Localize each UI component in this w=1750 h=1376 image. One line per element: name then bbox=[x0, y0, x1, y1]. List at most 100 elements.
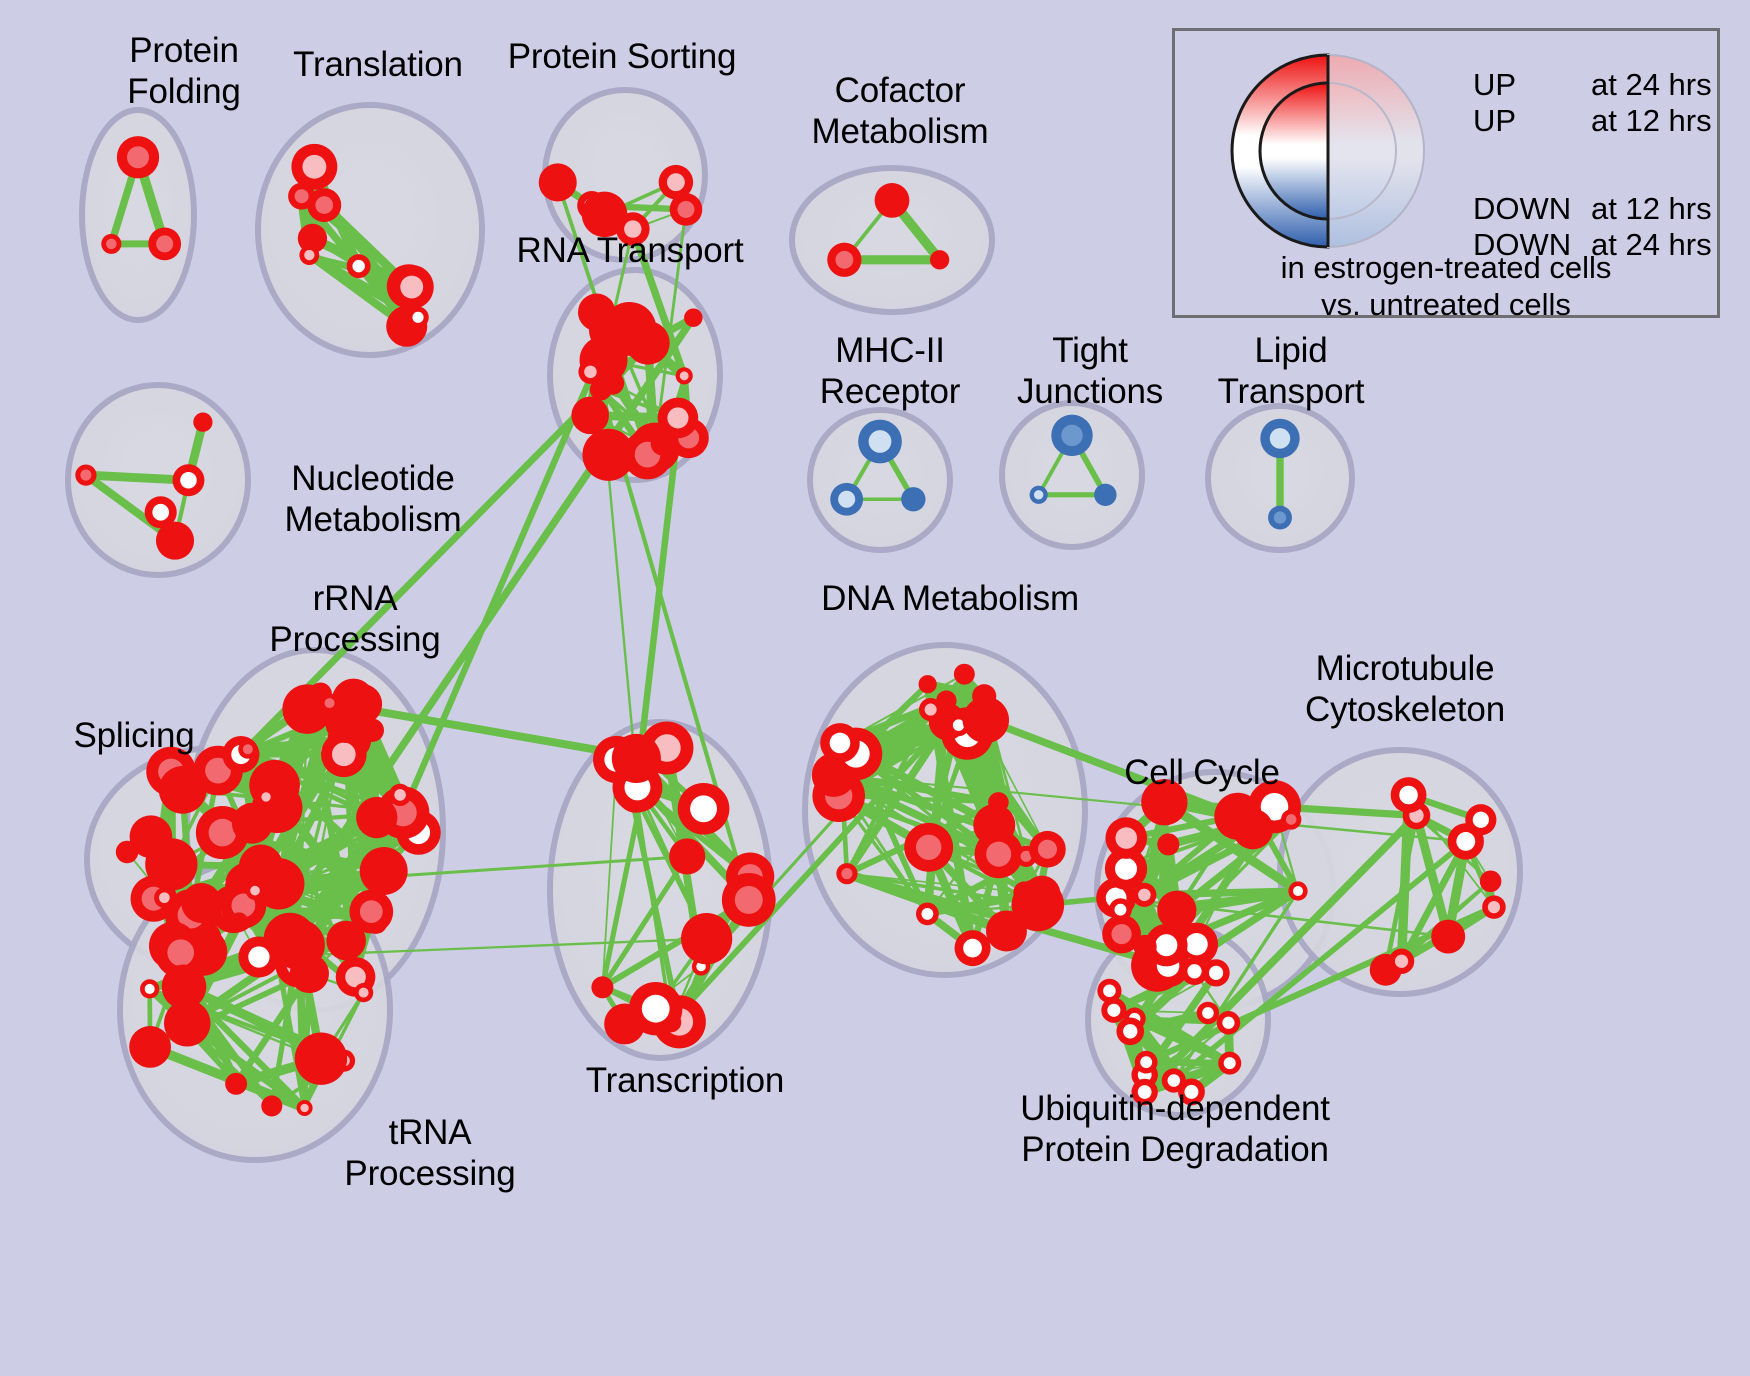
network-node bbox=[901, 487, 926, 512]
network-node bbox=[296, 1099, 313, 1117]
network-node bbox=[658, 164, 694, 200]
network-node bbox=[1109, 898, 1132, 922]
network-node bbox=[1196, 1001, 1220, 1025]
inter-cluster-edge bbox=[629, 225, 688, 380]
network-node bbox=[1157, 833, 1180, 856]
network-node bbox=[830, 482, 864, 516]
legend-caption-line1: in estrogen-treated cells bbox=[1280, 250, 1612, 285]
network-node bbox=[158, 766, 207, 814]
edge bbox=[599, 896, 752, 991]
network-node bbox=[407, 306, 429, 329]
edge bbox=[183, 1019, 309, 1112]
network-node bbox=[1218, 1051, 1242, 1075]
inter-cluster-edge bbox=[982, 716, 1242, 821]
network-node bbox=[257, 787, 276, 806]
network-node bbox=[1133, 934, 1157, 959]
network-node bbox=[1013, 881, 1036, 904]
network-node bbox=[297, 223, 328, 254]
network-node bbox=[1141, 779, 1188, 826]
legend-panel: UP at 24 hrs UP at 12 hrs DOWN at 12 hrs… bbox=[1172, 28, 1720, 322]
network-node bbox=[974, 830, 1023, 879]
network-node bbox=[675, 367, 693, 385]
edge bbox=[180, 983, 308, 1112]
network-node bbox=[129, 1026, 171, 1068]
network-node bbox=[245, 881, 265, 900]
network-node bbox=[294, 1032, 348, 1085]
network-node bbox=[629, 981, 683, 1036]
network-node bbox=[677, 782, 730, 835]
legend-row-0: UP at 24 hrs bbox=[1473, 67, 1717, 103]
network-node bbox=[1102, 914, 1141, 954]
network-node bbox=[578, 359, 603, 384]
cluster-label-microtubule-cytoskeleton: Microtubule Cytoskeleton bbox=[1305, 649, 1505, 729]
network-node bbox=[238, 936, 280, 978]
network-node bbox=[172, 464, 205, 497]
cluster-label-rrna-processing: rRNA Processing bbox=[269, 579, 441, 659]
network-node bbox=[820, 723, 860, 763]
network-node bbox=[571, 396, 609, 435]
edge bbox=[1142, 1058, 1234, 1067]
network-node bbox=[326, 920, 366, 961]
legend-row-2: DOWN at 12 hrs bbox=[1473, 191, 1717, 227]
network-node bbox=[75, 464, 97, 486]
network-node bbox=[953, 663, 975, 685]
cluster-label-rna-transport: RNA Transport bbox=[516, 231, 744, 270]
network-node bbox=[1390, 777, 1427, 813]
network-node bbox=[101, 233, 122, 254]
network-node bbox=[836, 863, 858, 885]
network-node bbox=[155, 927, 207, 979]
network-node bbox=[1029, 485, 1048, 504]
network-node bbox=[1232, 808, 1274, 850]
network-node bbox=[1388, 948, 1415, 975]
network-node bbox=[858, 419, 902, 464]
network-node bbox=[954, 930, 991, 967]
network-node bbox=[684, 308, 703, 328]
network-node bbox=[346, 254, 371, 279]
network-node bbox=[1216, 1011, 1241, 1035]
network-node bbox=[1097, 978, 1122, 1003]
cluster-label-translation: Translation bbox=[293, 45, 463, 84]
network-node bbox=[904, 822, 954, 872]
network-node bbox=[1281, 809, 1302, 830]
cluster-label-protein-sorting: Protein Sorting bbox=[507, 37, 737, 76]
cluster-label-dna-metabolism: DNA Metabolism bbox=[821, 579, 1079, 618]
network-node bbox=[1101, 997, 1127, 1023]
network-node bbox=[616, 212, 650, 246]
legend-time-1: at 12 hrs bbox=[1591, 103, 1712, 138]
network-node bbox=[253, 858, 305, 910]
network-node bbox=[225, 1072, 248, 1095]
network-node bbox=[116, 136, 160, 179]
network-node bbox=[1482, 895, 1506, 919]
inter-cluster-edge bbox=[668, 718, 951, 1026]
network-node bbox=[1104, 847, 1148, 890]
network-node bbox=[274, 919, 325, 971]
cluster-hull-translation bbox=[255, 102, 485, 358]
network-node bbox=[1157, 890, 1197, 930]
edge bbox=[601, 758, 618, 989]
network-node bbox=[591, 976, 614, 999]
network-node bbox=[148, 227, 182, 261]
cluster-label-cofactor-metabolism: Cofactor Metabolism bbox=[811, 71, 989, 151]
network-node bbox=[1094, 483, 1117, 507]
network-node bbox=[231, 802, 273, 844]
network-nodes bbox=[75, 136, 1506, 1117]
network-node bbox=[582, 428, 635, 481]
edge bbox=[1140, 1058, 1235, 1097]
cluster-label-mhc-ii-receptor: MHC-II Receptor bbox=[819, 331, 961, 411]
legend-caption-line2: vs. untreated cells bbox=[1321, 287, 1571, 322]
network-node bbox=[325, 702, 366, 743]
network-node bbox=[985, 910, 1027, 952]
legend-time-2: at 12 hrs bbox=[1591, 191, 1712, 226]
network-node bbox=[282, 684, 332, 734]
network-node bbox=[193, 412, 213, 432]
network-node bbox=[321, 731, 367, 778]
legend-level-0: UP bbox=[1473, 67, 1517, 102]
inter-cluster-edge bbox=[1172, 889, 1300, 1083]
network-node bbox=[588, 307, 634, 353]
inter-cluster-edge bbox=[277, 854, 689, 886]
network-node bbox=[155, 521, 195, 560]
legend-caption: in estrogen-treated cells vs. untreated … bbox=[1175, 249, 1717, 323]
network-node bbox=[163, 999, 211, 1047]
network-node bbox=[918, 675, 937, 694]
